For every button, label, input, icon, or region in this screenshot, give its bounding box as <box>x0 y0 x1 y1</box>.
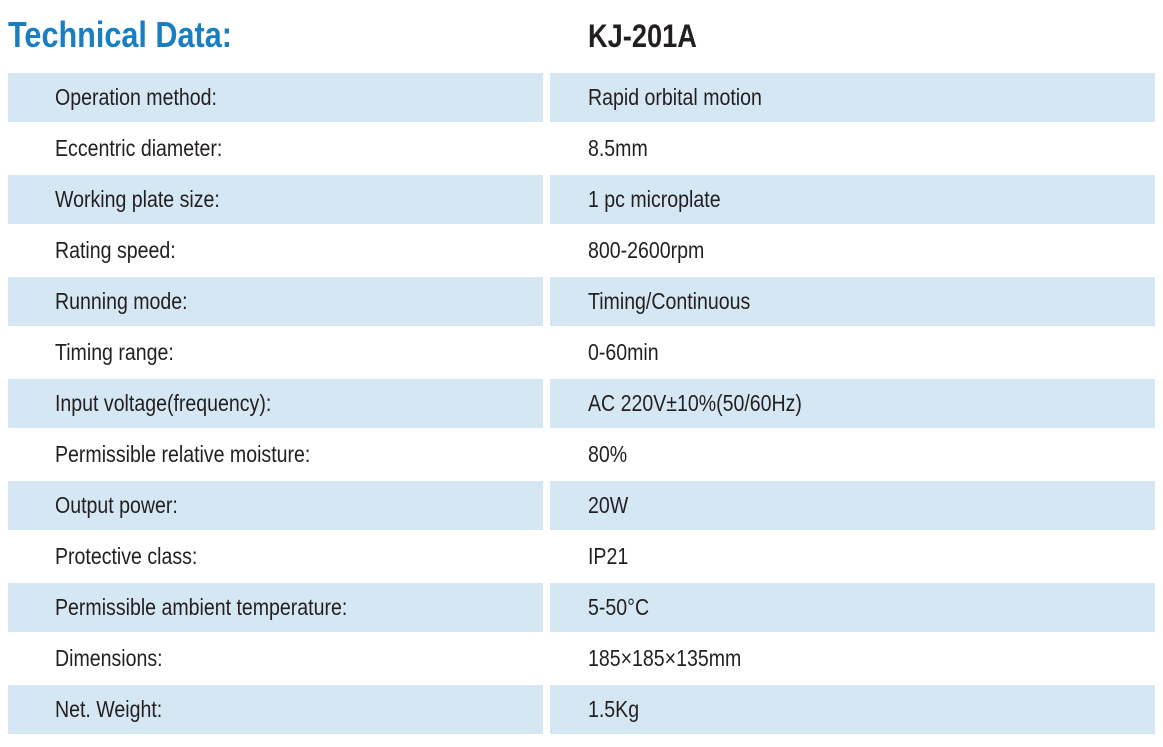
table-row: Net. Weight: 1.5Kg <box>0 684 1163 735</box>
label: Rating speed: <box>55 237 176 263</box>
value-cell: 5-50°C <box>550 583 1155 632</box>
value-cell: 1 pc microplate <box>550 175 1155 224</box>
table-row: Working plate size: 1 pc microplate <box>0 174 1163 225</box>
value: 800-2600rpm <box>588 237 705 263</box>
table-row: Running mode: Timing/Continuous <box>0 276 1163 327</box>
model: KJ-201A <box>588 18 697 54</box>
value: 1 pc microplate <box>588 186 721 212</box>
label-cell: Protective class: <box>8 532 543 581</box>
value-cell: 185×185×135mm <box>550 634 1155 683</box>
table-row: Protective class: IP21 <box>0 531 1163 582</box>
table-row: Rating speed: 800-2600rpm <box>0 225 1163 276</box>
value-cell: IP21 <box>550 532 1155 581</box>
value-cell: Timing/Continuous <box>550 277 1155 326</box>
label: Dimensions: <box>55 645 163 671</box>
label: Output power: <box>55 492 178 518</box>
value: Timing/Continuous <box>588 288 751 314</box>
label: Protective class: <box>55 543 198 569</box>
label: Working plate size: <box>55 186 220 212</box>
label-cell: Running mode: <box>8 277 543 326</box>
label-cell: Output power: <box>8 481 543 530</box>
label: Operation method: <box>55 84 217 110</box>
label: Permissible relative moisture: <box>55 441 311 467</box>
table-row: Dimensions: 185×185×135mm <box>0 633 1163 684</box>
value: 8.5mm <box>588 135 648 161</box>
title: Technical Data: <box>8 14 232 55</box>
table-row: Timing range: 0-60min <box>0 327 1163 378</box>
label: Eccentric diameter: <box>55 135 223 161</box>
table-row: Eccentric diameter: 8.5mm <box>0 123 1163 174</box>
label: Input voltage(frequency): <box>55 390 272 416</box>
label-cell: Input voltage(frequency): <box>8 379 543 428</box>
label-cell: Permissible ambient temperature: <box>8 583 543 632</box>
value: 0-60min <box>588 339 659 365</box>
label-cell: Net. Weight: <box>8 685 543 734</box>
label-cell: Dimensions: <box>8 634 543 683</box>
label: Running mode: <box>55 288 188 314</box>
value-cell: 8.5mm <box>550 124 1155 173</box>
value-cell: 800-2600rpm <box>550 226 1155 275</box>
table-row: Output power: 20W <box>0 480 1163 531</box>
value-cell: 20W <box>550 481 1155 530</box>
table-row: Permissible ambient temperature: 5-50°C <box>0 582 1163 633</box>
value-cell: 0-60min <box>550 328 1155 377</box>
label-cell: Timing range: <box>8 328 543 377</box>
value: IP21 <box>588 543 629 569</box>
label: Net. Weight: <box>55 696 163 722</box>
table-row: Input voltage(frequency): AC 220V±10%(50/… <box>0 378 1163 429</box>
spec-table: Operation method: Rapid orbital motion Ecc… <box>0 72 1163 735</box>
value: AC 220V±10%(50/60Hz) <box>588 390 802 416</box>
table-row: Permissible relative moisture: 80% <box>0 429 1163 480</box>
label-cell: Working plate size: <box>8 175 543 224</box>
value: 80% <box>588 441 628 467</box>
value: Rapid orbital motion <box>588 84 762 110</box>
label: Timing range: <box>55 339 174 365</box>
label: Permissible ambient temperature: <box>55 594 348 620</box>
label-cell: Permissible relative moisture: <box>8 430 543 479</box>
value-cell: 80% <box>550 430 1155 479</box>
label-cell: Rating speed: <box>8 226 543 275</box>
value: 1.5Kg <box>588 696 640 722</box>
table-row: Operation method: Rapid orbital motion <box>0 72 1163 123</box>
value-cell: Rapid orbital motion <box>550 73 1155 122</box>
label-cell: Eccentric diameter: <box>8 124 543 173</box>
value-cell: AC 220V±10%(50/60Hz) <box>550 379 1155 428</box>
label-cell: Operation method: <box>8 73 543 122</box>
value: 5-50°C <box>588 594 650 620</box>
value: 20W <box>588 492 629 518</box>
value-cell: 1.5Kg <box>550 685 1155 734</box>
value: 185×185×135mm <box>588 645 742 671</box>
